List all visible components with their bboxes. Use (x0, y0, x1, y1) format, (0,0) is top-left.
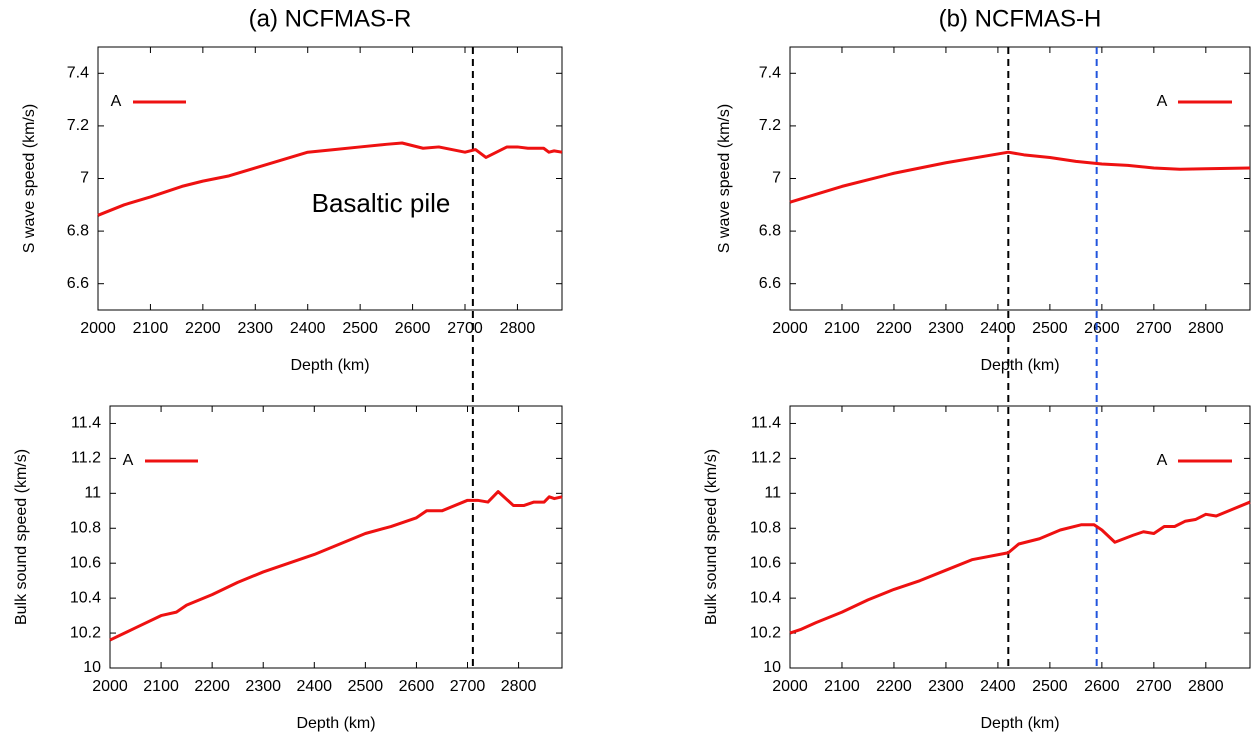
y-tick-label: 10 (83, 659, 101, 676)
x-tick-label: 2000 (92, 678, 128, 695)
y-tick-label: 10.8 (70, 519, 101, 536)
y-axis-label: S wave speed (km/s) (21, 104, 38, 253)
plot-frame (789, 46, 1251, 311)
x-tick-label: 2200 (876, 678, 912, 695)
x-tick-label: 2600 (399, 678, 435, 695)
x-tick-label: 2400 (290, 320, 326, 337)
x-tick-label: 2300 (237, 320, 273, 337)
x-tick-label: 2500 (1032, 678, 1068, 695)
plot-frame (97, 46, 563, 311)
y-tick-label: 7.4 (67, 65, 89, 82)
x-tick-label: 2400 (296, 678, 332, 695)
x-axis-label: Depth (km) (980, 357, 1059, 374)
y-tick-label: 10.6 (750, 554, 781, 571)
x-tick-label: 2100 (133, 320, 169, 337)
x-tick-label: 2300 (245, 678, 281, 695)
data-line (109, 490, 563, 642)
y-tick-label: 11.2 (751, 450, 781, 467)
x-tick-label: 2000 (772, 678, 808, 695)
x-tick-label: 2400 (980, 320, 1016, 337)
x-tick-label: 2600 (395, 320, 431, 337)
chart-title: (b) NCFMAS-H (939, 5, 1102, 32)
x-tick-label: 2800 (1188, 320, 1224, 337)
x-tick-label: 2400 (980, 678, 1016, 695)
y-tick-label: 6.6 (759, 275, 781, 292)
y-axis-label: S wave speed (km/s) (716, 104, 733, 253)
plot-frame (789, 405, 1251, 669)
y-tick-label: 10 (763, 659, 781, 676)
y-tick-label: 6.8 (759, 222, 781, 239)
x-tick-label: 2500 (1032, 320, 1068, 337)
y-tick-label: 10.2 (70, 624, 101, 641)
legend-label: A (1157, 452, 1168, 469)
data-line (97, 141, 563, 217)
x-tick-label: 2200 (185, 320, 221, 337)
y-tick-label: 6.8 (67, 222, 89, 239)
annotation: Basaltic pile (312, 188, 451, 218)
y-tick-label: 10.4 (70, 589, 101, 606)
y-tick-label: 6.6 (67, 275, 89, 292)
x-tick-label: 2500 (348, 678, 384, 695)
y-tick-label: 10.4 (750, 589, 781, 606)
x-tick-label: 2100 (824, 678, 860, 695)
y-tick-label: 7.2 (759, 117, 781, 134)
x-tick-label: 2500 (342, 320, 378, 337)
y-tick-label: 10.6 (70, 554, 101, 571)
y-tick-label: 11.4 (71, 415, 101, 432)
y-tick-label: 10.2 (750, 624, 781, 641)
y-tick-label: 11.2 (71, 450, 101, 467)
x-tick-label: 2100 (143, 678, 179, 695)
x-tick-label: 2600 (1084, 320, 1120, 337)
y-tick-label: 10.8 (750, 519, 781, 536)
x-tick-label: 2000 (80, 320, 116, 337)
legend-label: A (123, 452, 134, 469)
chart-title: (a) NCFMAS-R (249, 5, 412, 32)
y-tick-label: 7 (80, 170, 89, 187)
x-tick-label: 2300 (928, 320, 964, 337)
x-tick-label: 2200 (194, 678, 230, 695)
x-tick-label: 2700 (447, 320, 483, 337)
x-tick-label: 2800 (501, 678, 537, 695)
x-tick-label: 2800 (500, 320, 536, 337)
y-tick-label: 7.2 (67, 117, 89, 134)
x-tick-label: 2300 (928, 678, 964, 695)
x-tick-label: 2700 (450, 678, 486, 695)
x-tick-label: 2700 (1136, 678, 1172, 695)
x-axis-label: Depth (km) (296, 715, 375, 732)
y-tick-label: 11 (764, 485, 781, 502)
y-axis-label: Bulk sound speed (km/s) (703, 449, 720, 625)
data-line (789, 500, 1251, 635)
plot-frame (109, 405, 563, 669)
x-tick-label: 2200 (876, 320, 912, 337)
x-tick-label: 2100 (824, 320, 860, 337)
y-tick-label: 11.4 (751, 415, 781, 432)
x-tick-label: 2700 (1136, 320, 1172, 337)
x-axis-label: Depth (km) (980, 715, 1059, 732)
data-line (789, 150, 1251, 204)
y-tick-label: 11 (84, 485, 101, 502)
y-tick-label: 7.4 (759, 65, 781, 82)
x-axis-label: Depth (km) (290, 357, 369, 374)
legend-label: A (1157, 93, 1168, 110)
legend-label: A (111, 93, 122, 110)
x-tick-label: 2800 (1188, 678, 1224, 695)
x-tick-label: 2600 (1084, 678, 1120, 695)
x-tick-label: 2000 (772, 320, 808, 337)
y-tick-label: 7 (772, 170, 781, 187)
y-axis-label: Bulk sound speed (km/s) (13, 449, 30, 625)
